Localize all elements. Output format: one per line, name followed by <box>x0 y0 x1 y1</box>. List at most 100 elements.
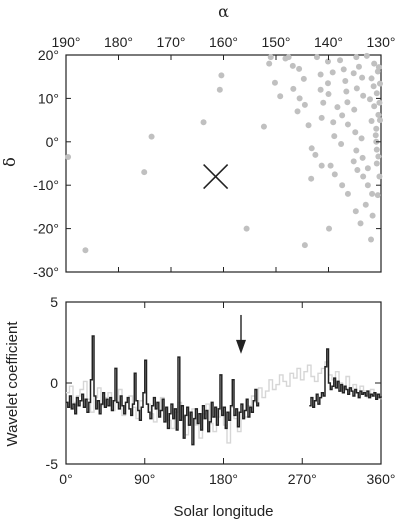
radiant-point <box>371 60 378 67</box>
radiant-point <box>82 247 89 254</box>
radiant-point <box>327 162 334 169</box>
radiant-point <box>330 119 337 126</box>
radiant-point <box>360 173 367 180</box>
delta-tick-label: 20° <box>38 47 59 63</box>
radiant-point <box>353 147 360 154</box>
radiant-point <box>289 62 296 69</box>
radiant-point <box>352 208 359 215</box>
alpha-axis-ticks: 190° 180° 170° 160° 150° 140° 130° <box>52 34 395 272</box>
radiant-point <box>324 58 331 65</box>
radiant-point <box>320 99 327 106</box>
longitude-tick-label: 360° <box>367 471 396 487</box>
radiant-point <box>373 146 380 153</box>
solar-longitude-axis-ticks: 0° 90° 180° 270° 360° <box>59 302 395 487</box>
dark-wavelet-line <box>66 335 382 446</box>
radiant-point <box>285 54 292 61</box>
wavelet-panel: 0° 90° 180° 270° 360° -5 0 5 Solar longitude W… <box>4 294 395 520</box>
radiant-point <box>373 90 380 97</box>
radiant-point <box>331 133 338 140</box>
radiant-point <box>216 86 223 93</box>
radiant-point <box>266 60 273 67</box>
alpha-tick-label: 150° <box>262 34 291 50</box>
radiant-point <box>344 99 351 106</box>
apex-cross-marker <box>203 163 229 190</box>
solar-longitude-axis-title: Solar longitude <box>173 503 273 520</box>
radiant-point <box>313 54 320 61</box>
radiant-point <box>376 80 383 87</box>
radiant-point <box>308 175 315 182</box>
radiant-point <box>368 75 375 82</box>
radiant-point <box>200 119 207 126</box>
delta-tick-label: 10° <box>38 90 59 106</box>
radiant-point <box>342 78 349 85</box>
wavelet-tick-label: 0 <box>50 375 58 391</box>
wavelet-tick-label: -5 <box>46 456 59 472</box>
radiant-point <box>375 64 382 71</box>
radiant-point <box>352 129 359 136</box>
radiant-point <box>271 79 278 86</box>
sky-position-panel: 190° 180° 170° 160° 150° 140° 130° -30° -20° -10… <box>0 2 395 280</box>
radiant-point <box>364 182 371 189</box>
radiant-point <box>362 201 369 208</box>
radiant-point <box>305 122 312 129</box>
wavelet-axis-ticks: -5 0 5 <box>46 294 381 472</box>
alpha-tick-label: 140° <box>314 34 343 50</box>
radiant-point <box>353 54 360 61</box>
radiant-point <box>354 167 361 174</box>
radiant-point <box>294 108 301 115</box>
radiant-point <box>351 106 358 113</box>
radiant-point <box>369 190 376 197</box>
delta-axis-title: δ <box>0 157 19 167</box>
radiant-point <box>243 225 250 232</box>
radiant-point <box>350 70 357 77</box>
radiant-point <box>141 169 148 176</box>
radiant-point <box>317 71 324 78</box>
radiant-point <box>366 96 373 103</box>
radiant-point <box>267 54 274 61</box>
alpha-tick-label: 170° <box>157 34 186 50</box>
radiant-point <box>376 117 383 124</box>
radiant-point <box>375 111 382 118</box>
radiant-point <box>371 103 378 110</box>
alpha-tick-label: 190° <box>52 34 81 50</box>
delta-axis-ticks: -30° -20° -10° 0° 10° 20° <box>33 47 381 280</box>
radiant-point <box>355 63 362 70</box>
radiant-point <box>337 57 344 64</box>
radiant-point <box>324 80 331 87</box>
radiant-point <box>148 133 155 140</box>
radiant-point <box>340 66 347 73</box>
radiant-point <box>375 153 382 160</box>
delta-tick-label: -20° <box>33 221 59 237</box>
radiant-point <box>368 117 375 124</box>
alpha-tick-label: 160° <box>209 34 238 50</box>
radiant-point <box>318 162 325 169</box>
peak-arrow-icon <box>236 314 246 354</box>
longitude-tick-label: 0° <box>59 471 72 487</box>
radiant-point <box>339 182 346 189</box>
radiant-point <box>326 225 333 232</box>
radiant-point <box>369 212 376 219</box>
radiant-point <box>358 135 365 142</box>
wavelet-axis-title: Wavelet coefficient <box>4 321 21 447</box>
radiant-point <box>344 121 351 128</box>
radiant-point <box>359 74 366 81</box>
radiant-point <box>296 95 303 102</box>
radiant-point <box>350 158 357 165</box>
radiant-point <box>300 75 307 82</box>
radiant-point <box>376 99 383 106</box>
radiant-point <box>373 160 380 167</box>
sky-plot-frame <box>65 54 382 273</box>
radiant-point <box>296 65 303 72</box>
wavelet-series-lines <box>66 335 382 446</box>
radiant-point <box>363 52 370 59</box>
radiant-point <box>339 112 346 119</box>
radiant-point <box>331 171 338 178</box>
radiant-point <box>325 91 332 98</box>
alpha-axis-title: α <box>218 2 229 21</box>
wavelet-tick-label: 5 <box>50 294 58 310</box>
radiant-point <box>376 173 383 180</box>
radiant-point <box>343 88 350 95</box>
radiant-point <box>218 72 225 79</box>
radiant-point <box>301 242 308 249</box>
cross-stroke <box>203 163 229 190</box>
